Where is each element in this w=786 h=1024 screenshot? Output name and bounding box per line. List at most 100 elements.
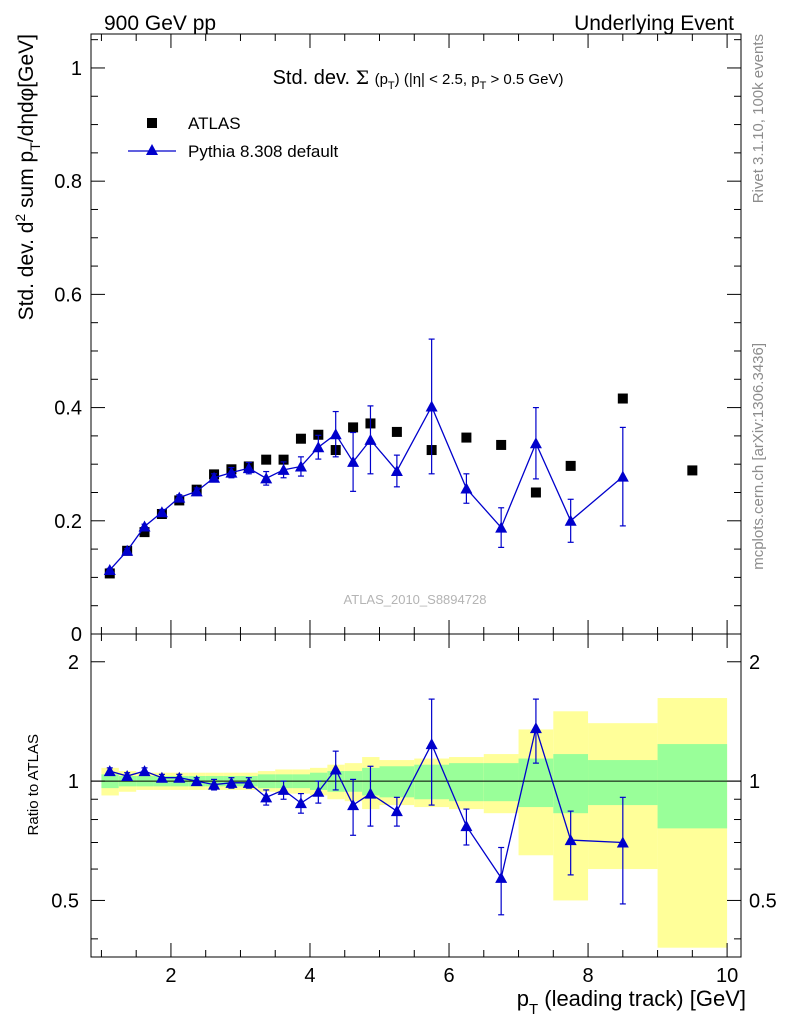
xlabel-a: p bbox=[517, 986, 529, 1011]
atlas-data-point bbox=[295, 433, 306, 444]
ratio-data-point bbox=[103, 765, 116, 777]
ratio-data-point bbox=[616, 836, 629, 848]
atlas-data-point bbox=[348, 422, 359, 433]
ratio-panel: 2 4 6 8 10 0.5 0.5 1 1 2 2 Ratio to ATLAS pT (lead… bbox=[25, 633, 777, 1018]
pythia-data-point bbox=[260, 472, 273, 484]
y-tick-label: 0 bbox=[71, 624, 82, 646]
main-panel: 00.20.40.60.81 Std. dev. Σ (pT) (|η| < 2… bbox=[12, 33, 742, 646]
pythia-line bbox=[109, 404, 624, 571]
atlas-data-point bbox=[391, 426, 402, 437]
ratio-data-point bbox=[242, 776, 255, 788]
ylabel-sub: T bbox=[27, 142, 43, 151]
pythia-data-point bbox=[103, 564, 116, 576]
ratio-data-point bbox=[225, 776, 238, 788]
pythia-data-point bbox=[294, 460, 307, 472]
legend-label-pythia: Pythia 8.308 default bbox=[188, 142, 339, 161]
atlas-data-point bbox=[278, 454, 289, 465]
legend: ATLAS Pythia 8.308 default bbox=[128, 114, 339, 161]
x-tick-label: 6 bbox=[443, 965, 454, 987]
rivet-label: Rivet 3.1.10, 100k events bbox=[750, 34, 767, 203]
title-cut-open: ) (|η| < 2.5, p bbox=[395, 71, 480, 88]
atlas-data-point bbox=[139, 527, 150, 538]
y-tick-label: 0.4 bbox=[54, 398, 82, 420]
pythia-data-point bbox=[138, 520, 151, 532]
pythia-data-point bbox=[495, 521, 508, 533]
header-right: Underlying Event bbox=[574, 12, 734, 35]
pythia-data-point bbox=[190, 485, 203, 497]
ratio-y-tick-label: 1 bbox=[68, 771, 79, 793]
main-ticks: 0 0.2 0.4 0.6 0.8 1 bbox=[54, 34, 741, 646]
title-prefix: Std. dev. bbox=[273, 67, 350, 89]
stat-uncertainty-band bbox=[379, 766, 415, 798]
analysis-watermark: ATLAS_2010_S8894728 bbox=[344, 592, 487, 607]
ratio-data-point bbox=[364, 787, 377, 799]
ylabel-b: sum p bbox=[15, 151, 38, 214]
pythia-data-point bbox=[277, 463, 290, 475]
x-tick-label: 4 bbox=[304, 965, 315, 987]
ratio-data-point bbox=[312, 785, 325, 797]
atlas-data-point bbox=[261, 454, 272, 465]
pythia-data-point bbox=[225, 466, 238, 478]
ratio-data-point bbox=[529, 722, 542, 734]
stat-uncertainty-band bbox=[657, 744, 728, 829]
atlas-data-point bbox=[461, 432, 472, 443]
ratio-y-tick-label: 2 bbox=[68, 652, 79, 674]
pythia-data-point bbox=[329, 428, 342, 440]
legend-label-atlas: ATLAS bbox=[188, 114, 241, 133]
main-series bbox=[103, 338, 698, 579]
ratio-frame bbox=[90, 633, 742, 958]
x-tick-label: 10 bbox=[716, 965, 738, 987]
xlabel-b: (leading track) [GeV] bbox=[538, 986, 746, 1011]
header-left: 900 GeV pp bbox=[104, 12, 216, 35]
y-tick-label: 0.8 bbox=[54, 171, 82, 193]
main-ylabel: Std. dev. d2 sum pT/dηdφ[GeV] bbox=[12, 34, 43, 320]
ratio-data-point bbox=[155, 771, 168, 783]
ratio-y-tick-label-right: 2 bbox=[749, 652, 760, 674]
ratio-data-point bbox=[495, 871, 508, 883]
x-tick-label: 8 bbox=[582, 965, 593, 987]
ratio-ticks: 2 4 6 8 10 0.5 0.5 1 1 2 2 bbox=[51, 634, 777, 987]
title-paren-open: ( bbox=[375, 71, 380, 88]
ylabel-sup: 2 bbox=[12, 214, 28, 222]
atlas-data-point bbox=[530, 487, 541, 498]
title-cut-close: > 0.5 GeV) bbox=[486, 71, 563, 88]
ratio-y-tick-label-right: 0.5 bbox=[749, 890, 777, 912]
pythia-data-point bbox=[242, 462, 255, 474]
ratio-data-point bbox=[138, 765, 151, 777]
pythia-data-point bbox=[616, 470, 629, 482]
pythia-data-point bbox=[312, 441, 325, 453]
ratio-data-point bbox=[425, 738, 438, 750]
main-title: Std. dev. Σ (pT) (|η| < 2.5, pT > 0.5 Ge… bbox=[273, 67, 564, 92]
ratio-data-point bbox=[173, 771, 186, 783]
ratio-data-point bbox=[277, 783, 290, 795]
title-sub-t2: T bbox=[480, 80, 487, 92]
pythia-data-point bbox=[564, 514, 577, 526]
ratio-data-point bbox=[260, 791, 273, 803]
ratio-data-point bbox=[347, 799, 360, 811]
pythia-data-point bbox=[390, 464, 403, 476]
title-sigma: Σ bbox=[356, 67, 369, 89]
atlas-data-point bbox=[496, 439, 507, 450]
mcplots-label: mcplots.cern.ch [arXiv:1306.3436] bbox=[750, 343, 767, 570]
ylabel-a: Std. dev. d bbox=[15, 222, 38, 321]
ratio-data-point bbox=[460, 820, 473, 832]
title-p: p bbox=[380, 71, 388, 88]
xlabel-sub: T bbox=[529, 1001, 538, 1018]
pythia-data-point bbox=[347, 455, 360, 467]
legend-marker-pythia bbox=[146, 144, 158, 155]
ratio-data-point bbox=[564, 834, 577, 846]
ratio-bands bbox=[101, 698, 728, 948]
ratio-data-point bbox=[121, 770, 134, 782]
ratio-ylabel: Ratio to ATLAS bbox=[25, 734, 42, 835]
stat-uncertainty-band bbox=[483, 763, 519, 802]
pythia-data-point bbox=[173, 491, 186, 503]
y-tick-label: 0.2 bbox=[54, 511, 82, 533]
ratio-y-tick-label-right: 1 bbox=[749, 771, 760, 793]
legend-marker-atlas bbox=[147, 118, 157, 128]
x-tick-label: 2 bbox=[165, 965, 176, 987]
ratio-data-point bbox=[190, 775, 203, 787]
ratio-data-point bbox=[208, 778, 221, 790]
ratio-series bbox=[103, 698, 629, 916]
x-axis-label: pT (leading track) [GeV] bbox=[517, 986, 746, 1018]
